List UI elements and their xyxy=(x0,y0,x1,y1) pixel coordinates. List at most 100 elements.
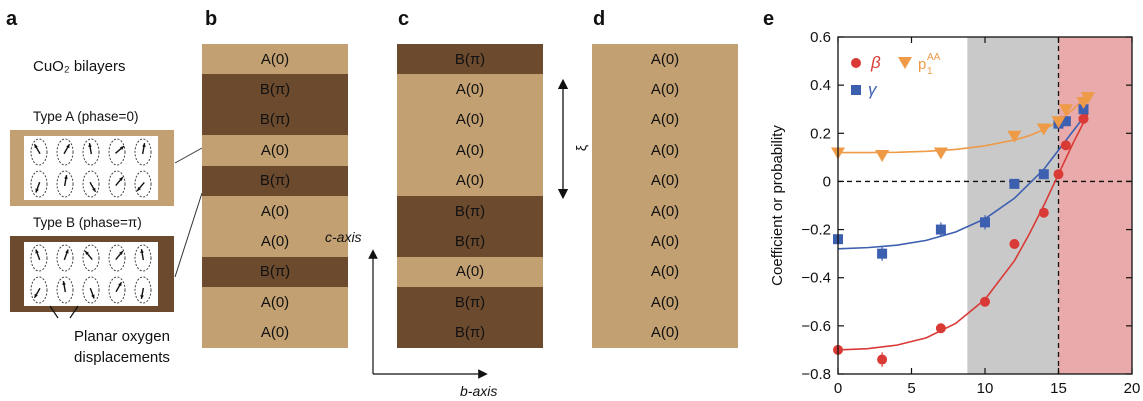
shaded-region-pink xyxy=(1058,37,1132,374)
y-tick-label: −0.6 xyxy=(801,318,831,335)
oxygen-orbit xyxy=(134,138,152,166)
layer-c-8: B(π) xyxy=(397,287,543,318)
point-p1AA xyxy=(875,149,890,162)
displacement-arrowhead xyxy=(88,143,92,147)
layer-c-4: A(0) xyxy=(397,165,543,196)
x-tick-label: 5 xyxy=(907,380,915,397)
layer-c-7: A(0) xyxy=(397,256,543,288)
displacement-arrowhead xyxy=(137,186,141,191)
displacement-arrowhead xyxy=(65,249,69,254)
oxygen-orbit xyxy=(108,276,126,304)
point-beta xyxy=(935,323,946,334)
planar-oxygen-label: Planar oxygen displacements xyxy=(48,326,196,368)
connector-lines xyxy=(174,147,203,278)
layer-c-0: B(π) xyxy=(397,44,543,75)
b-axis-label: b-axis xyxy=(460,383,497,399)
y-axis-label: Coefficient or probability xyxy=(769,125,786,286)
displacement-arrowhead xyxy=(35,249,39,254)
point-beta xyxy=(877,354,888,365)
displacement-arrowhead xyxy=(64,175,68,179)
oxygen-orbit xyxy=(30,170,48,198)
layer-d-3: A(0) xyxy=(592,135,738,166)
layer-d-2: A(0) xyxy=(592,104,738,136)
displacement-arrowhead xyxy=(119,251,123,256)
layer-d-8: A(0) xyxy=(592,287,738,318)
y-tick-label: −0.4 xyxy=(801,270,831,287)
point-gamma xyxy=(980,217,990,228)
y-tick-label: −0.8 xyxy=(801,366,831,383)
oxygen-orbit xyxy=(108,244,126,272)
layer-c-3: A(0) xyxy=(397,135,543,166)
c-axis-label: c-axis xyxy=(325,229,362,245)
layer-d-6: A(0) xyxy=(592,226,738,257)
panel-letter-c: c xyxy=(398,8,410,30)
oxygen-orbit xyxy=(56,138,74,166)
legend-label-p1AA-sup: AA xyxy=(927,52,941,63)
fit-line-beta xyxy=(837,113,1089,351)
layer-b-7: B(π) xyxy=(202,256,348,288)
oxygen-orbit xyxy=(134,170,152,198)
layer-b-3: A(0) xyxy=(202,135,348,166)
point-gamma xyxy=(1078,104,1089,115)
type-b-label: Type B (phase=π) xyxy=(33,215,142,230)
y-tick-label: 0 xyxy=(823,173,831,190)
displacement-arrowhead xyxy=(140,295,144,299)
layer-b-1: B(π) xyxy=(202,74,348,105)
layer-d-0: A(0) xyxy=(592,44,738,75)
displacement-arrowhead xyxy=(92,187,96,192)
legend-label-p1AA: p xyxy=(918,56,926,73)
c-axis-text: c-axis xyxy=(325,229,362,245)
displacement-arrowhead xyxy=(62,281,66,285)
layer-b-5: A(0) xyxy=(202,195,348,227)
planar-pointer-left xyxy=(49,305,59,319)
displacement-arrowhead xyxy=(119,146,124,150)
stack-panel-b: A(0) B(π) B(π) A(0) B(π) A(0) A(0) B(π) A(0) A(0) xyxy=(202,44,348,348)
oxygen-orbit xyxy=(82,276,100,304)
displacement-arrowhead xyxy=(91,294,95,299)
layer-b-4: B(π) xyxy=(202,165,348,196)
oxygen-orbit xyxy=(56,244,74,272)
bilayer-diagram xyxy=(10,130,174,319)
point-p1AA xyxy=(933,147,948,160)
connector-line-upper xyxy=(174,147,203,164)
oxygen-orbit xyxy=(108,138,126,166)
displacement-arrowhead xyxy=(140,249,144,253)
connector-line-lower xyxy=(174,192,203,278)
point-p1AA xyxy=(1080,92,1095,105)
point-gamma xyxy=(877,248,888,259)
point-gamma xyxy=(1060,116,1071,127)
point-gamma xyxy=(1009,178,1020,189)
oxygen-orbit xyxy=(82,138,100,166)
layer-c-6: B(π) xyxy=(397,226,543,257)
layer-d-7: A(0) xyxy=(592,256,738,288)
layer-c-5: B(π) xyxy=(397,195,543,227)
layer-b-0: A(0) xyxy=(202,44,348,75)
legend-label-gamma: γ xyxy=(868,80,878,99)
oxygen-orbit xyxy=(108,170,126,198)
type-a-label: Type A (phase=0) xyxy=(33,109,139,124)
y-tick-label: 0.2 xyxy=(810,125,831,142)
oxygen-orbit xyxy=(30,138,48,166)
point-beta xyxy=(1078,113,1089,124)
layer-b-2: B(π) xyxy=(202,104,348,136)
planar-pointer-right xyxy=(69,305,79,319)
point-beta xyxy=(1053,169,1064,180)
panel-letter-e: e xyxy=(763,8,775,30)
x-tick-label: 20 xyxy=(1124,380,1141,397)
planar-line-2: displacements xyxy=(74,349,170,366)
oxygen-orbit xyxy=(56,276,74,304)
panel-letter-b: b xyxy=(205,8,218,30)
stack-panel-c: B(π) A(0) A(0) A(0) A(0) B(π) B(π) A(0) B(π) B(π) xyxy=(397,44,543,348)
point-p1AA xyxy=(1036,123,1051,136)
type-b-bilayer xyxy=(10,236,174,312)
stack-panel-d: A(0) A(0) A(0) A(0) A(0) A(0) A(0) A(0) A(0) A(0) xyxy=(592,44,738,348)
y-tick-label: 0.4 xyxy=(810,77,831,94)
point-p1AA xyxy=(1051,116,1066,129)
x-tick-label: 15 xyxy=(1050,380,1067,397)
layer-d-1: A(0) xyxy=(592,74,738,105)
panel-letter-d: d xyxy=(593,8,606,30)
oxygen-orbit xyxy=(56,170,74,198)
y-tick-label: −0.2 xyxy=(801,222,831,239)
layer-c-1: A(0) xyxy=(397,74,543,105)
